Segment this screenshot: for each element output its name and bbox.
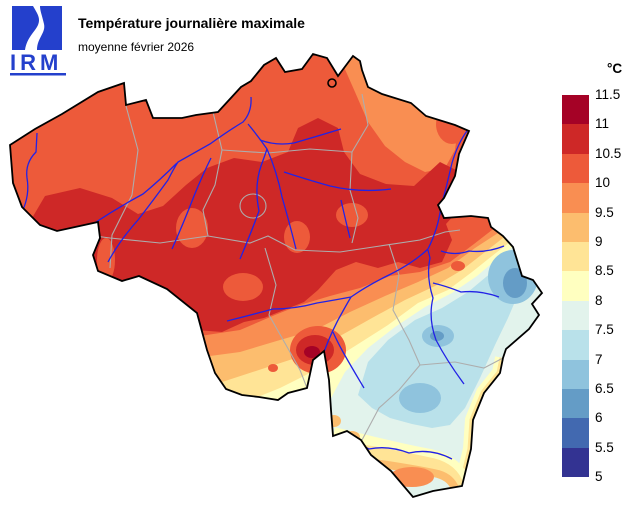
legend-label: 5 [595, 469, 603, 485]
river-dijle [247, 123, 297, 250]
legend-unit-label: °C [607, 61, 623, 76]
page-title: Température journalière maximale [78, 15, 305, 31]
river-dender [171, 157, 212, 250]
irm-logo-text: IRM [10, 50, 62, 75]
river-meuse [323, 130, 468, 353]
legend-label: 7 [595, 351, 603, 367]
temperature-fill [10, 54, 542, 497]
legend-label: 8 [595, 292, 603, 308]
legend-swatch [562, 153, 589, 184]
legend-label: 11.5 [595, 87, 621, 102]
river-yser [21, 132, 38, 213]
legend-label: 6 [595, 410, 603, 426]
page-subtitle: moyenne février 2026 [78, 40, 195, 54]
legend-label: 9.5 [595, 204, 614, 220]
river-ourthe [427, 249, 465, 385]
legend-swatches [562, 95, 589, 478]
river-senne [239, 148, 268, 260]
province-borders [56, 93, 504, 441]
legend-swatch [562, 330, 589, 360]
irm-logo-underline [10, 73, 66, 76]
legend-label: 6.5 [595, 381, 614, 396]
river-sambre [226, 296, 352, 322]
river-nete [259, 128, 342, 145]
legend-label: 11 [595, 116, 610, 132]
legend-swatch [562, 95, 589, 125]
legend-swatch [562, 359, 589, 389]
legend-label: 8.5 [595, 263, 614, 279]
legend-swatch [562, 241, 589, 272]
legend-swatch [562, 300, 589, 331]
river-scheldt [107, 96, 252, 263]
baarle-exclave [327, 78, 337, 88]
irm-logo: IRM [10, 6, 66, 76]
legend-swatch [562, 183, 589, 213]
legend-swatch [562, 418, 589, 448]
river-gete [340, 199, 351, 239]
legend-swatch [562, 271, 589, 301]
river-demer [283, 171, 392, 192]
legend-swatch [562, 388, 589, 419]
legend-label: 10.5 [595, 145, 622, 161]
river-ambleve [432, 282, 500, 298]
river-vesdre [440, 245, 505, 255]
legend-swatch [562, 447, 589, 478]
legend-swatch [562, 212, 589, 242]
river-lesse [332, 331, 365, 389]
legend-label: 10 [595, 175, 611, 191]
legend-label: 9 [595, 234, 603, 249]
rivers [21, 96, 505, 460]
legend-label: 5.5 [595, 439, 614, 455]
irm-logo-swoosh [25, 6, 45, 50]
legend-swatch [562, 124, 589, 154]
legend-label: 7.5 [595, 322, 614, 338]
